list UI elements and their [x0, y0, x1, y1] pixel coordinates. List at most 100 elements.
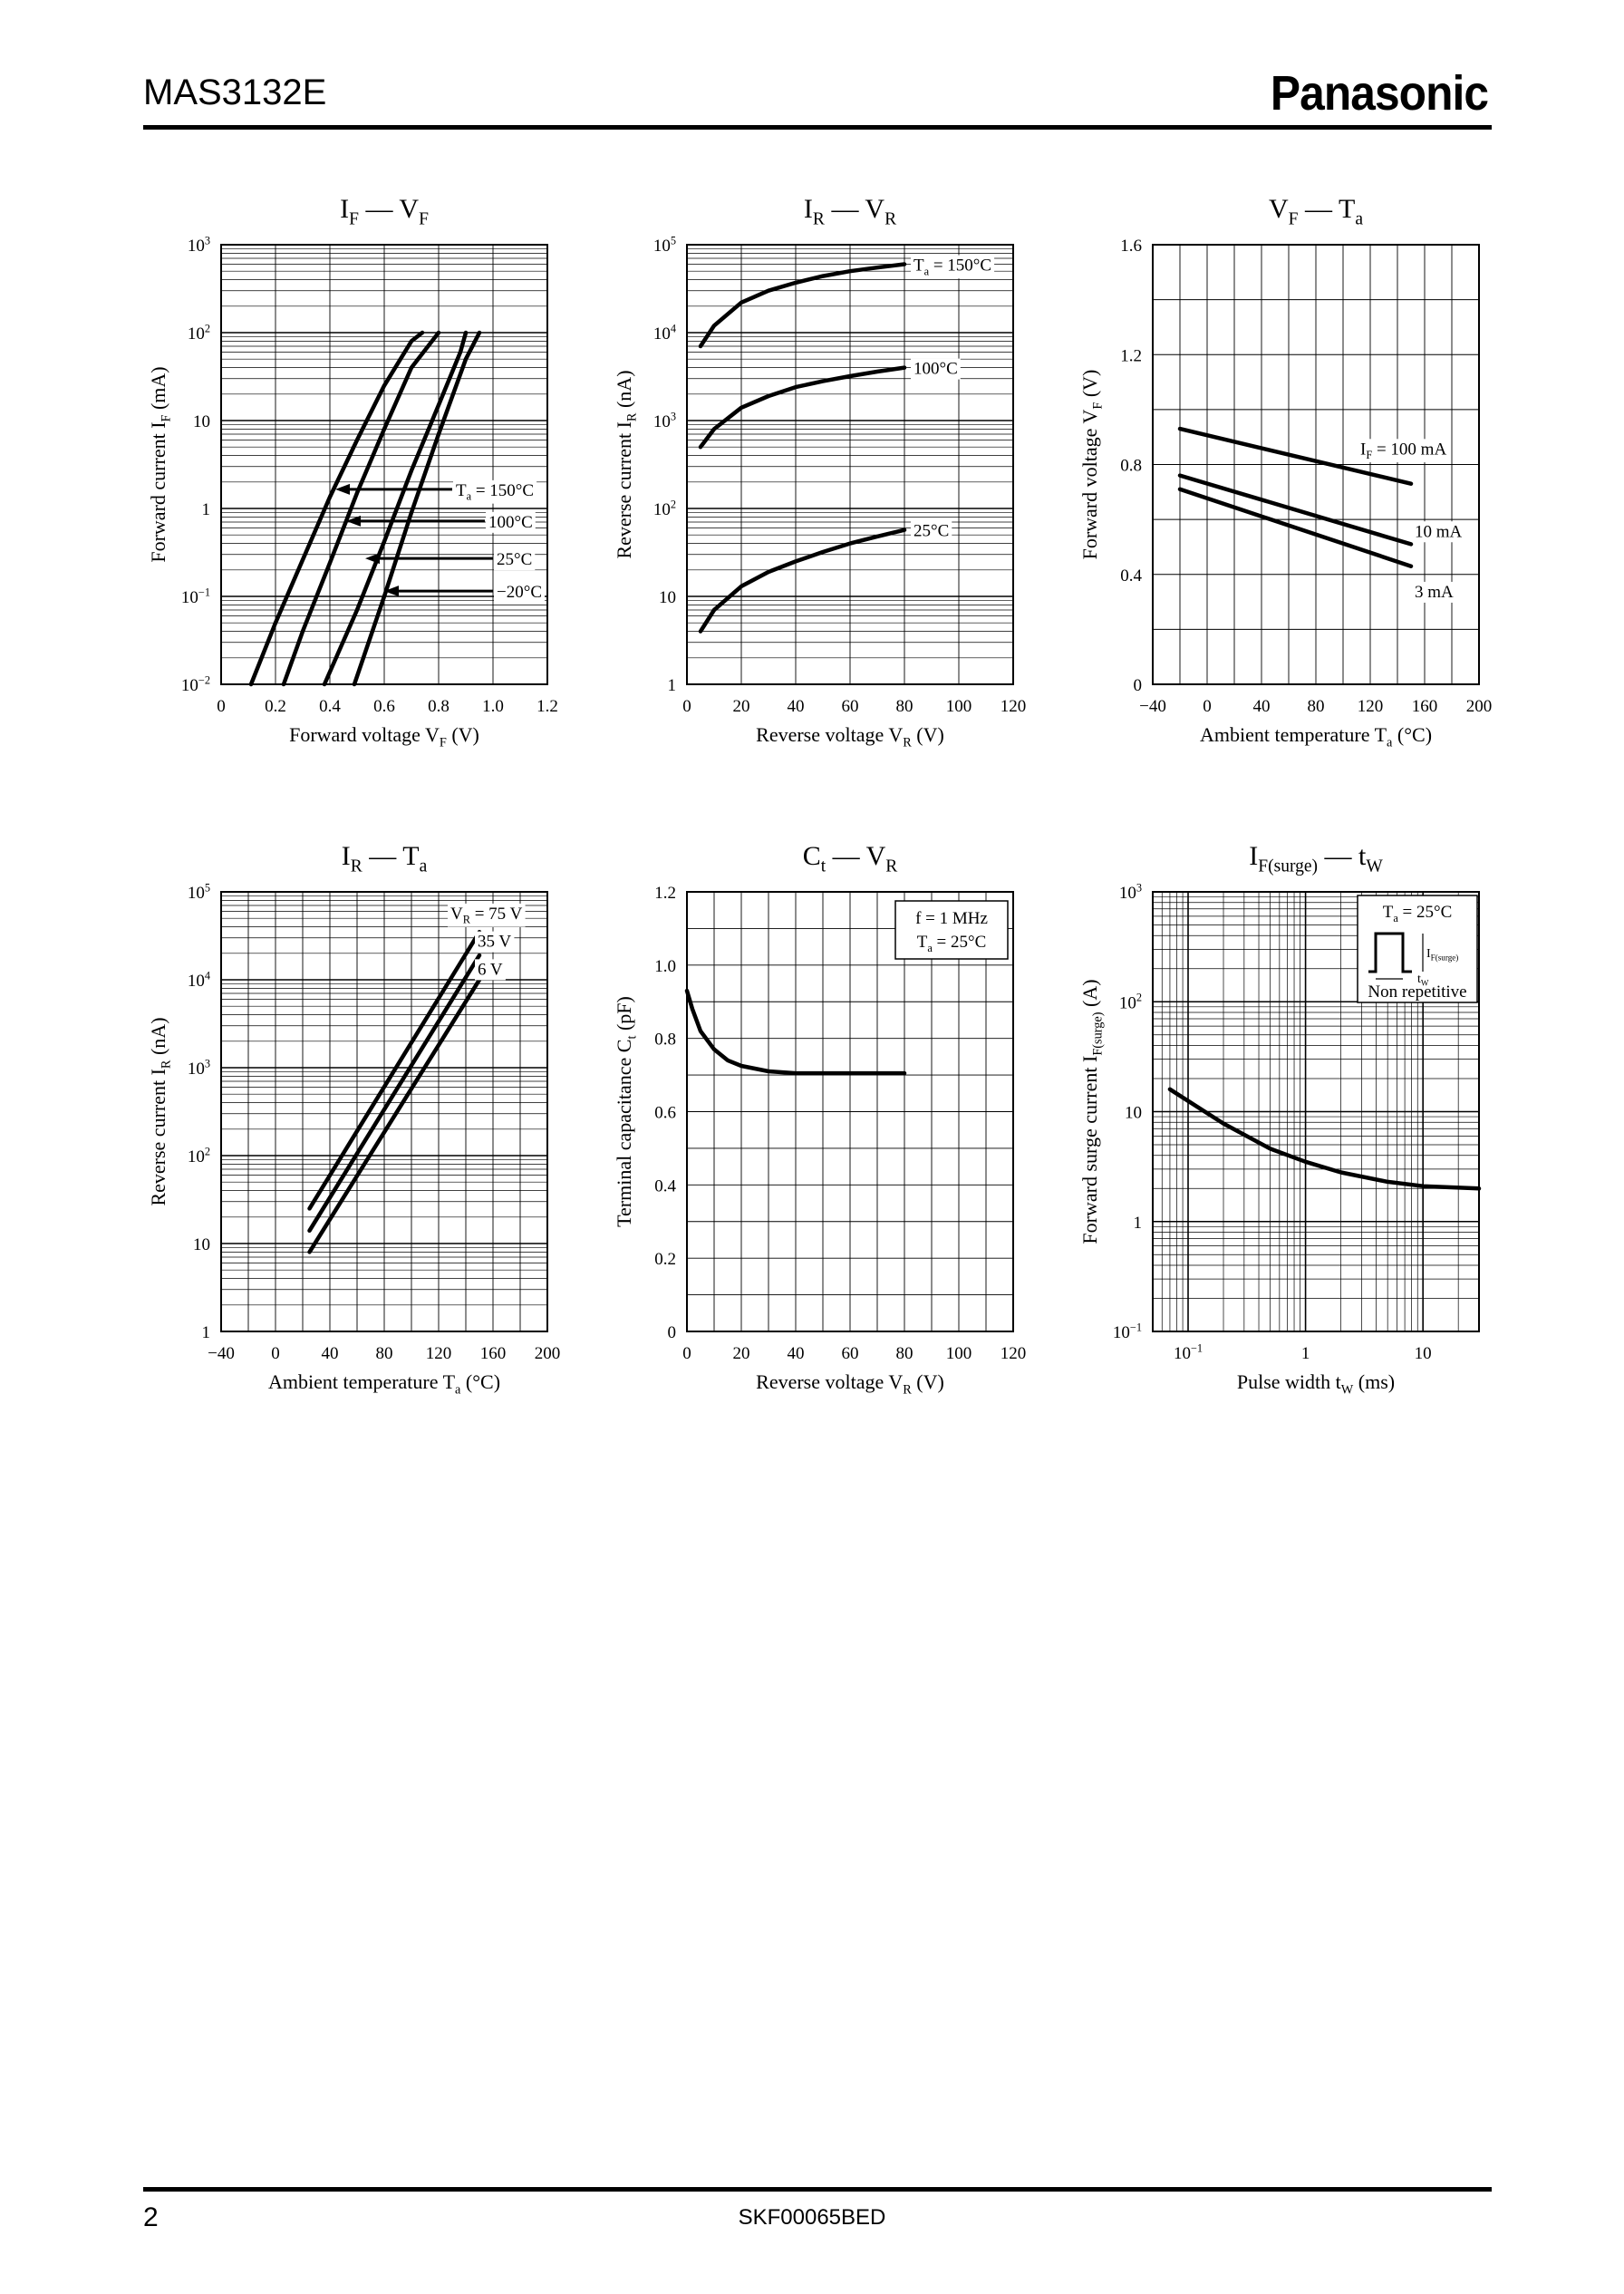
y-axis-label: Reverse current IR (nA): [613, 370, 640, 558]
label-backdrop: [1358, 439, 1450, 463]
x-tick-label: 120: [426, 1344, 452, 1363]
x-tick-label: 40: [322, 1344, 339, 1363]
chart-vf-ta: −40 0 40 80 120 160 200 0 0.4 0.8 1.2 1.6 VF — Ta Amb…: [1078, 194, 1492, 750]
y-tick-label: 10−2: [181, 673, 210, 695]
annotation-label: −20°C: [497, 583, 542, 602]
annotation-arrowhead: [384, 586, 399, 597]
x-tick-label: 0: [682, 1344, 691, 1363]
conditions-box: [894, 900, 1009, 960]
chart-title: IF(surge) — tW: [1249, 841, 1383, 876]
x-tick-label: 100: [946, 697, 972, 716]
annotation-label: 35 V: [478, 933, 511, 952]
y-axis-label: Forward current IF (mA): [147, 366, 174, 562]
label-backdrop: [448, 903, 526, 927]
series-curve: [1177, 473, 1414, 547]
series-curve: [307, 953, 482, 1234]
document-code: SKF00065BED: [738, 2205, 886, 2230]
x-tick-label: 0: [682, 697, 691, 716]
brand-logo: Panasonic: [1270, 66, 1489, 121]
chart-if-vf: 0 0.2 0.4 0.6 0.8 1.0 1.2 10−2 10−1 1 10 102 103 IF —…: [147, 194, 558, 750]
series-curve: [307, 977, 482, 1254]
x-tick-label: 60: [842, 697, 859, 716]
gridlines: [220, 245, 548, 685]
y-tick-label: 105: [653, 234, 676, 256]
annotation-label: 100°C: [488, 513, 533, 532]
annotation-arrowhead: [335, 483, 350, 495]
conditions-box: [1357, 895, 1478, 1003]
chart-title: IR — Ta: [342, 841, 428, 876]
label-backdrop: [475, 959, 506, 981]
label-backdrop: [494, 582, 545, 604]
x-tick-label: 0: [1203, 697, 1212, 716]
plot-frame: [220, 891, 548, 1332]
y-axis-label: Forward voltage VF (V): [1078, 370, 1106, 560]
label-backdrop: [1412, 581, 1457, 603]
plot-frame: [1152, 244, 1480, 685]
series-curve: [1167, 1087, 1482, 1191]
y-tick-label: 10: [1125, 1104, 1142, 1123]
x-tick-label: 0: [271, 1344, 280, 1363]
y-tick-label: 0.4: [1120, 566, 1142, 586]
y-tick-label: 0.6: [654, 1104, 676, 1123]
y-axis-label: Forward surge current IF(surge) (A): [1078, 979, 1106, 1244]
label-backdrop: [453, 479, 537, 504]
chart-title: IR — VR: [804, 194, 896, 229]
x-tick-label: −40: [1139, 697, 1166, 716]
y-tick-label: 102: [188, 322, 210, 344]
plot-frame: [1152, 891, 1480, 1332]
annotation-arrowhead: [346, 515, 361, 527]
x-tick-label: 0.8: [428, 697, 450, 716]
y-tick-label: 10−1: [181, 586, 210, 607]
annotation-label: 25°C: [914, 522, 949, 541]
y-tick-label: 102: [653, 498, 676, 519]
x-tick-label: 120: [1000, 1344, 1027, 1363]
x-tick-label: 160: [1412, 697, 1438, 716]
series-curve: [322, 330, 469, 687]
x-axis-label: Reverse voltage VR (V): [756, 723, 944, 750]
footer-rule: [143, 2187, 1492, 2192]
annotation-label: VR = 75 V: [450, 905, 523, 926]
gridlines: [686, 245, 1014, 685]
x-tick-label: 100: [946, 1344, 972, 1363]
pulse-waveform: [1368, 932, 1412, 973]
y-tick-label: 103: [1119, 881, 1142, 903]
label-backdrop: [1412, 521, 1465, 543]
annotation-label: 3 mA: [1415, 583, 1454, 602]
y-tick-label: 0.4: [654, 1176, 676, 1195]
y-tick-label: 10: [193, 1235, 210, 1254]
annotation-label: 25°C: [497, 550, 532, 569]
x-tick-label: 0.6: [373, 697, 395, 716]
chart-ct-vr: 0 20 40 60 80 100 120 0 0.2 0.4 0.6 0.8 1.0 1.2 Ct — V…: [613, 841, 1026, 1398]
chart-title: VF — Ta: [1269, 194, 1363, 229]
annotation-label: IF = 100 mA: [1360, 440, 1446, 461]
x-tick-label: 40: [788, 1344, 805, 1363]
label-backdrop: [494, 549, 536, 571]
x-tick-label: 0: [217, 697, 226, 716]
conditions-text: f = 1 MHz: [915, 909, 988, 928]
x-tick-label: 160: [480, 1344, 507, 1363]
x-tick-label: 0.4: [319, 697, 341, 716]
conditions-text: Non repetitive: [1368, 982, 1466, 1002]
y-tick-label: 1: [202, 1323, 211, 1342]
label-backdrop: [486, 511, 536, 533]
x-tick-label: 20: [733, 697, 750, 716]
y-tick-label: 10: [659, 588, 676, 607]
x-tick-label: 200: [535, 1344, 561, 1363]
y-tick-label: 0: [668, 1323, 677, 1342]
y-tick-label: 103: [653, 410, 676, 431]
x-tick-label: −40: [208, 1344, 235, 1363]
plot-frame: [220, 244, 548, 685]
model-number: MAS3132E: [143, 73, 327, 112]
x-tick-label: 40: [1253, 697, 1271, 716]
x-tick-label: 80: [376, 1344, 393, 1363]
x-tick-label: 60: [842, 1344, 859, 1363]
x-axis-label: Reverse voltage VR (V): [756, 1370, 944, 1398]
plot-frame: [686, 244, 1014, 685]
y-tick-label: 0.8: [1120, 457, 1142, 476]
series-curve: [307, 929, 482, 1211]
series-curve: [352, 330, 482, 687]
series-curve: [698, 528, 907, 634]
x-tick-label: 80: [1308, 697, 1325, 716]
label-backdrop: [911, 255, 995, 279]
x-tick-label: 20: [733, 1344, 750, 1363]
